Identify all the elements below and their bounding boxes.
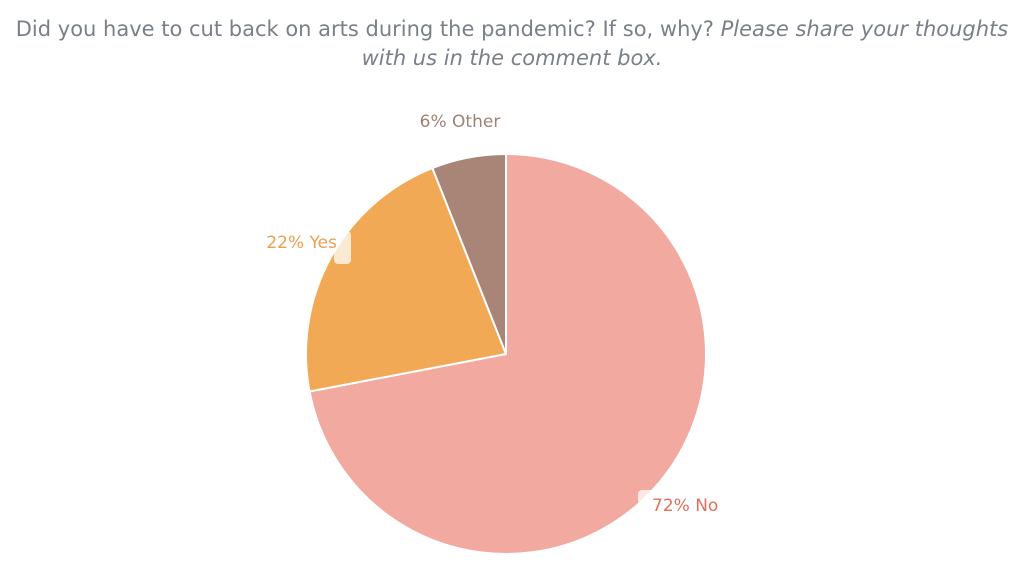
pie-slices xyxy=(305,153,707,555)
pie-slice-yes xyxy=(305,167,507,393)
slice-label-no: 72% No xyxy=(652,496,718,516)
label-background-yes xyxy=(334,231,351,264)
label-background-no xyxy=(638,490,654,504)
pie-slice-no xyxy=(308,153,707,555)
chart-title-note: Please share your thoughts with us in th… xyxy=(361,17,1009,70)
pie-labels: 72% No 22% Yes 6% Other xyxy=(266,112,718,516)
pie-slice-other xyxy=(431,153,507,355)
slice-label-other: 6% Other xyxy=(420,112,501,132)
chart-title-question: Did you have to cut back on arts during … xyxy=(15,17,714,41)
slice-label-yes: 22% Yes xyxy=(266,233,337,253)
chart-title: Did you have to cut back on arts during … xyxy=(0,15,1024,73)
